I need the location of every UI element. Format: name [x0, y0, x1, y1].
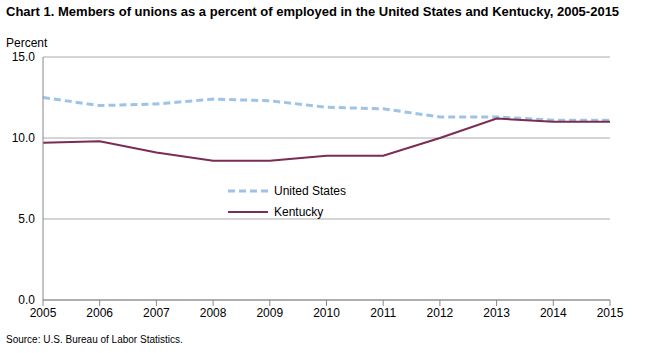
svg-text:2008: 2008	[200, 306, 227, 320]
html-text:Kentucky: Kentucky	[274, 204, 324, 219]
svg-text:2011: 2011	[370, 306, 396, 320]
svg-text:2012: 2012	[427, 306, 454, 320]
html-text:United States: United States	[274, 183, 346, 198]
html-text:Chart 1. Members of unions as: Chart 1. Members of unions as a percent …	[6, 4, 620, 19]
svg-text:0.0: 0.0	[18, 293, 35, 307]
html-text:Source: U.S. Bureau of Labor S: Source: U.S. Bureau of Labor Statistics.	[6, 334, 183, 345]
svg-text:2010: 2010	[313, 306, 340, 320]
svg-text:2013: 2013	[483, 306, 510, 320]
svg-text:2005: 2005	[30, 306, 57, 320]
svg-text:2007: 2007	[143, 306, 170, 320]
svg-text:10.0: 10.0	[12, 131, 36, 145]
svg-text:5.0: 5.0	[18, 212, 35, 226]
svg-text:2006: 2006	[86, 306, 113, 320]
html-text:Percent: Percent	[6, 36, 48, 50]
svg-text:2014: 2014	[540, 306, 567, 320]
svg-text:15.0: 15.0	[12, 50, 36, 64]
svg-text:2015: 2015	[597, 306, 624, 320]
svg-text:2009: 2009	[256, 306, 283, 320]
